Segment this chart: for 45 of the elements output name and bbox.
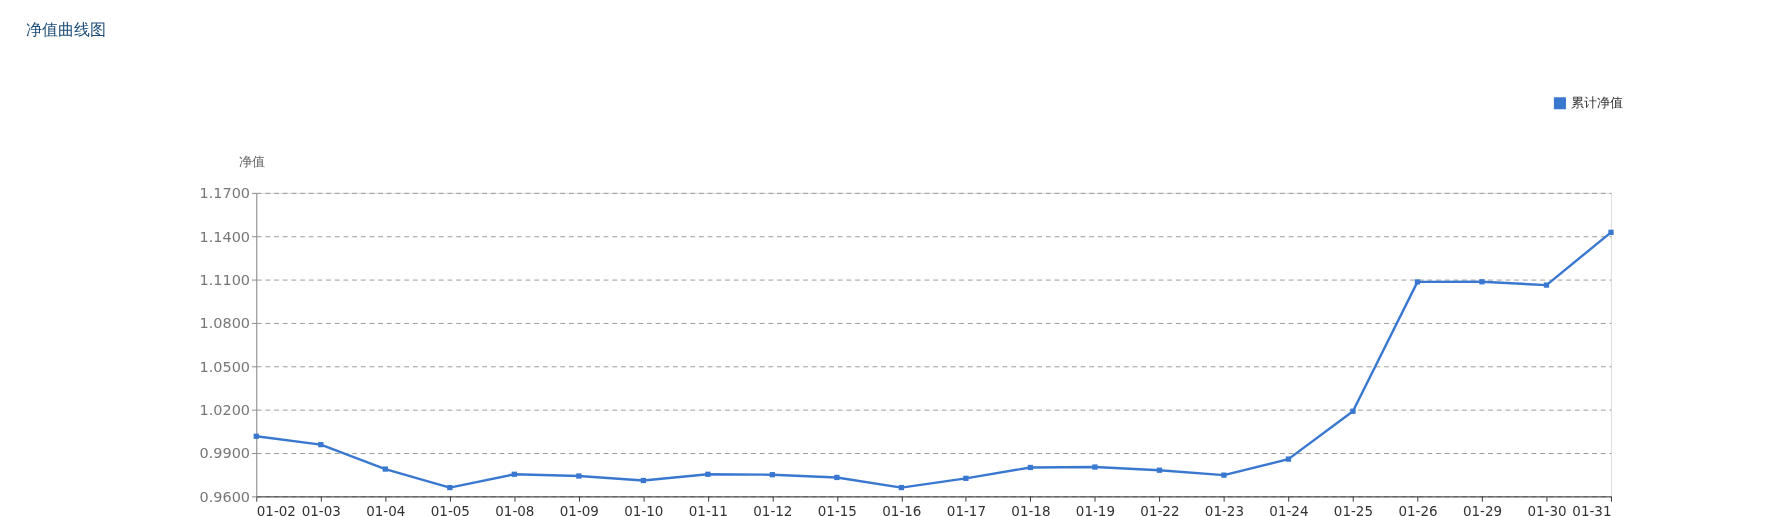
y-tick-label: 1.1700: [199, 185, 251, 202]
x-tick-label: 01-08: [495, 503, 535, 516]
x-tick-label: 01-12: [753, 503, 793, 516]
y-tick-label: 0.9900: [199, 445, 251, 462]
x-tick-label: 01-26: [1398, 503, 1438, 516]
x-tick-label: 01-19: [1075, 503, 1115, 516]
point: [1608, 229, 1614, 235]
y-tick-label: 1.0800: [199, 315, 251, 332]
point: [1414, 279, 1421, 285]
x-tick-label: 01-05: [430, 503, 470, 516]
point: [1479, 279, 1485, 285]
point: [1221, 472, 1227, 478]
point: [1092, 464, 1098, 470]
point: [382, 466, 388, 472]
point: [1350, 408, 1356, 414]
x-tick-label: 01-24: [1269, 503, 1309, 516]
x-tick-label: 01-23: [1204, 503, 1244, 516]
x-tick-label: 01-31: [1572, 503, 1612, 516]
point: [834, 474, 840, 481]
y-tick-label: 0.9600: [199, 488, 251, 505]
y-axis-title: 净值: [238, 153, 265, 170]
legend-label: 累计净值: [1570, 94, 1623, 111]
x-tick-label: 01-03: [301, 503, 341, 516]
x-tick-label: 01-22: [1140, 503, 1180, 516]
x-tick-label: 01-16: [882, 503, 922, 516]
x-tick-label: 01-15: [817, 503, 857, 516]
x-tick-label: 01-11: [688, 503, 728, 516]
x-tick-label: 01-04: [366, 503, 406, 516]
x-tick-label: 01-10: [624, 503, 664, 516]
point: [963, 475, 969, 481]
point: [1543, 282, 1550, 288]
text: 净值曲线图: [25, 19, 106, 39]
x-tick-label: 01-18: [1011, 503, 1051, 516]
x-tick-label: 01-25: [1333, 503, 1373, 516]
x-tick-label: 01-30: [1527, 503, 1567, 516]
x-tick-label: 01-09: [559, 503, 599, 516]
y-tick-label: 1.0500: [199, 358, 251, 375]
point: [576, 473, 582, 479]
point: [1285, 456, 1292, 462]
y-tick-label: 1.1100: [199, 271, 251, 288]
x-tick-label: 01-17: [946, 503, 986, 516]
x-tick-label: 01-02: [256, 503, 296, 516]
y-tick-label: 1.1400: [199, 228, 251, 245]
x-tick-label: 01-29: [1462, 503, 1503, 516]
y-tick-label: 1.0200: [199, 401, 251, 418]
